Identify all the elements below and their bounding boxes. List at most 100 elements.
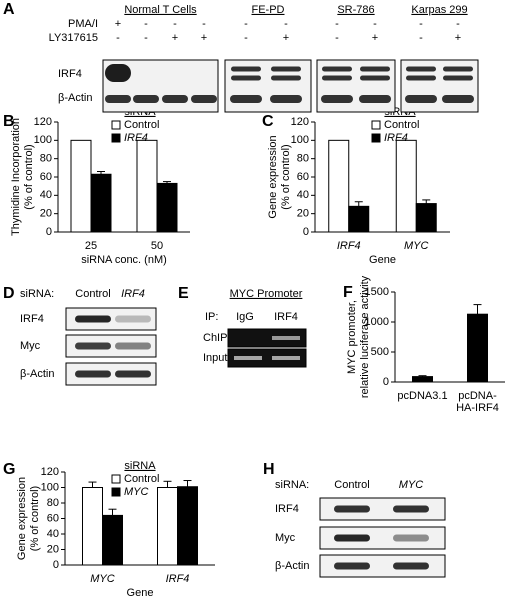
band [75,370,111,378]
y-tick-label: 80 [40,153,52,165]
treatment-sign: - [284,18,288,30]
y-tick-label: 40 [47,528,59,540]
blot-frame [319,554,446,578]
treatment-sign: - [373,18,377,30]
legend-swatch [111,120,121,130]
band [393,505,429,513]
bar [412,376,433,383]
x-axis-label: siRNA conc. (nM) [81,254,167,266]
row-label: ChIP [203,332,227,344]
y-tick-label: 40 [40,189,52,201]
band [334,562,370,570]
panel-letter: B [3,113,15,130]
group-label: SR-786 [337,4,374,16]
band [405,95,437,103]
band [406,66,436,72]
y-tick-label: 60 [297,171,309,183]
group-label: Karpas 299 [411,4,467,16]
y-axis-label: Thymidine Incorporation [10,118,22,236]
blot-frame [227,348,307,368]
legend-label: MYC [124,486,149,498]
legend-label: IRF4 [124,132,148,144]
band [75,315,111,323]
group-label: FE-PD [252,4,285,16]
treatment-sign: + [201,32,207,44]
treatment-sign: - [202,18,206,30]
y-tick-label: 500 [371,346,389,358]
treatment-sign: - [419,18,423,30]
legend-swatch [371,133,381,143]
legend-label: Control [384,119,419,131]
band [322,66,352,72]
x-axis-label: Gene [127,587,154,597]
panel-letter: A [3,1,15,18]
legend-label: Control [124,119,159,131]
band [443,66,473,72]
row-label: IRF4 [275,503,299,515]
band [231,75,261,81]
group-label: Normal T Cells [124,4,197,16]
band [360,66,390,72]
band [270,95,302,103]
legend-label: IRF4 [384,132,408,144]
panel-letter: G [3,461,15,478]
lane-label: IRF4 [274,311,298,323]
y-axis-label: (% of control) [280,144,292,209]
bar [136,139,158,233]
treatment-sign: - [335,18,339,30]
y-tick-label: 60 [40,171,52,183]
band [231,66,261,72]
x-tick-label: IRF4 [166,573,190,585]
y-tick-label: 120 [34,116,52,128]
y-tick-label: 0 [383,376,389,388]
y-tick-label: 20 [47,543,59,555]
y-tick-label: 20 [297,208,309,220]
lane-label: Control [334,479,369,491]
y-axis-label: Gene expression [16,477,28,560]
row-label: β-Actin [58,92,92,104]
x-tick-label: HA-IRF4 [456,402,499,414]
band [443,75,473,81]
x-tick-label: pcDNA- [458,390,497,402]
bar [157,487,178,566]
band [271,66,301,72]
x-tick-label: MYC [90,573,115,585]
legend-swatch [111,133,121,143]
x-tick-label: 25 [85,240,97,252]
legend-swatch [111,487,121,497]
band [271,75,301,81]
panel-letter: C [262,113,274,130]
y-tick-label: 1500 [365,286,389,298]
band [230,95,262,103]
y-axis-label: (% of control) [29,486,41,551]
treatment-sign: - [335,32,339,44]
blot-header: siRNA: [275,479,309,491]
legend-label: Control [124,473,159,485]
band [359,95,391,103]
panel-letter: E [178,285,189,302]
row-label: β-Actin [20,368,54,380]
blot-title: MYC Promoter [230,288,303,300]
band [105,64,131,82]
blot-header: IP: [205,311,218,323]
row-label: β-Actin [275,560,309,572]
bar [177,486,198,566]
treatment-sign: + [115,18,121,30]
panel-letter: D [3,285,15,302]
row-label: Myc [20,340,41,352]
treatment-label: LY317615 [49,32,98,44]
band [334,505,370,513]
treatment-sign: + [283,32,289,44]
bar [415,203,437,233]
band [162,95,188,103]
x-tick-label: 50 [151,240,163,252]
band [272,356,300,360]
y-axis-label: relative luciferase activity [359,275,371,398]
y-tick-label: 40 [297,189,309,201]
y-tick-label: 0 [53,559,59,571]
treatment-sign: - [419,32,423,44]
band [272,336,300,340]
blot-frame [227,328,307,348]
band [393,562,429,570]
